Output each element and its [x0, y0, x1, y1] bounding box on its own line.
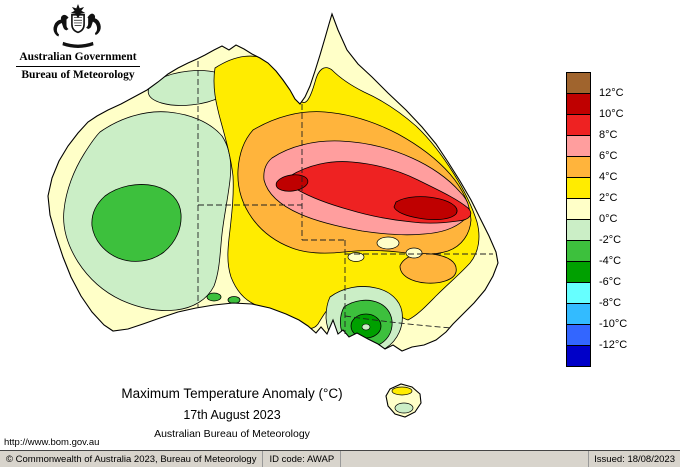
map-date: 17th August 2023: [183, 408, 281, 422]
legend-swatch: [566, 240, 591, 262]
legend-swatch: [566, 303, 591, 325]
legend-label: 6°C: [599, 150, 618, 162]
status-bar: © Commonwealth of Australia 2023, Bureau…: [0, 450, 680, 467]
legend-label: -8°C: [599, 297, 622, 309]
legend-swatch: [566, 156, 591, 178]
region-tas-yellow: [391, 386, 413, 396]
legend-label: 0°C: [599, 213, 618, 225]
region-se-inner-spot: [361, 323, 371, 331]
legend-swatch: [566, 282, 591, 304]
legend-label: 4°C: [599, 171, 618, 183]
bureau-title: Bureau of Meteorology: [21, 69, 135, 81]
legend-swatch: [566, 219, 591, 241]
map-title: Maximum Temperature Anomaly (°C): [121, 386, 343, 401]
legend-swatch: [566, 93, 591, 115]
legend-label: -4°C: [599, 255, 622, 267]
issued-date: Issued: 18/08/2023: [588, 451, 680, 467]
region-cream-spot-1: [376, 236, 400, 250]
legend-label: 12°C: [599, 87, 624, 99]
legend-swatch: [566, 198, 591, 220]
legend-swatch: [566, 324, 591, 346]
border-nsw-vic: [344, 315, 453, 329]
region-cream-spot-2: [405, 247, 423, 259]
legend-label: 10°C: [599, 108, 624, 120]
legend-swatch: [566, 114, 591, 136]
legend-swatch: [566, 72, 591, 94]
region-cream-spot-3: [347, 252, 365, 262]
state-borders: [197, 61, 493, 334]
region-southcoast-green-1: [206, 292, 222, 302]
logo-divider: [16, 66, 140, 67]
legend-swatch: [566, 177, 591, 199]
legend-swatch: [566, 261, 591, 283]
map-source: Australian Bureau of Meteorology: [154, 428, 310, 440]
region-orange-southeast: [399, 253, 457, 284]
region-southcoast-green-2: [227, 296, 241, 304]
coat-of-arms-icon: [53, 4, 101, 48]
region-tas-pale-green: [394, 402, 414, 414]
region-dark-red-west: [275, 174, 309, 192]
legend-label: -2°C: [599, 234, 622, 246]
status-bar-spacer: [341, 451, 588, 467]
map-caption: Maximum Temperature Anomaly (°C) 17th Au…: [32, 386, 432, 440]
temperature-legend: 12°C 10°C 8°C 6°C 4°C 2°C 0°C -2°C -4°C -6°C -8°C -…: [566, 72, 678, 372]
region-dark-red-east: [393, 196, 458, 221]
region-west-green: [91, 184, 182, 262]
legend-label: 8°C: [599, 129, 618, 141]
copyright-text: © Commonwealth of Australia 2023, Bureau…: [0, 451, 264, 467]
legend-label: 2°C: [599, 192, 618, 204]
bom-url: http://www.bom.gov.au: [4, 437, 100, 448]
legend-swatch: [566, 345, 591, 367]
legend-label: -10°C: [599, 318, 628, 330]
legend-swatch: [566, 135, 591, 157]
legend-label: -12°C: [599, 339, 628, 351]
government-title: Australian Government: [19, 51, 137, 63]
legend-label: -6°C: [599, 276, 622, 288]
bom-logo-block: Australian Government Bureau of Meteorol…: [8, 4, 148, 81]
id-code: ID code: AWAP: [263, 451, 342, 467]
australia-anomaly-map: [47, 13, 499, 418]
